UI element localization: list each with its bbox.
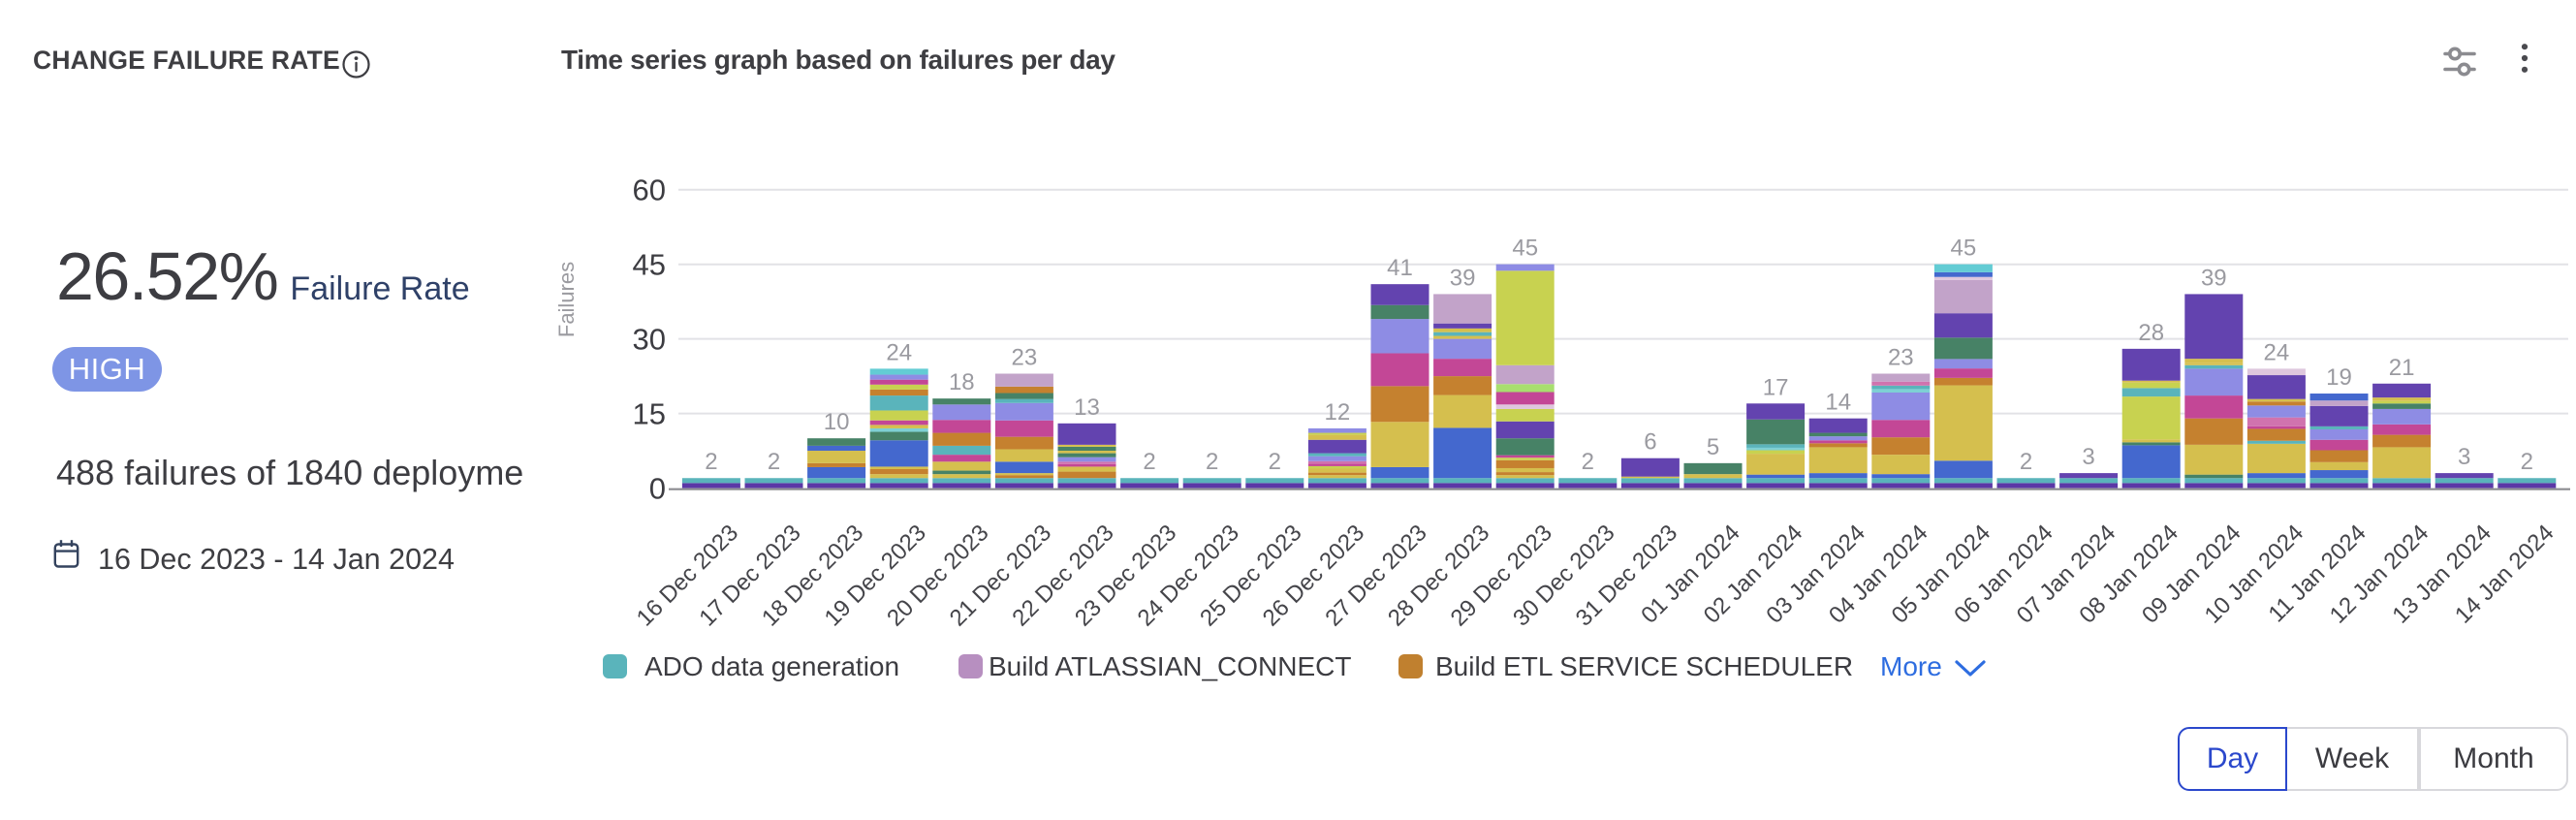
svg-text:21: 21: [2389, 355, 2415, 381]
svg-text:30: 30: [633, 323, 666, 357]
svg-text:10: 10: [824, 409, 850, 435]
svg-text:2: 2: [2020, 449, 2032, 475]
svg-text:15: 15: [633, 397, 666, 431]
svg-text:2: 2: [1206, 449, 1218, 475]
svg-text:2: 2: [768, 449, 780, 475]
svg-text:14: 14: [1825, 390, 1851, 416]
svg-text:28: 28: [2138, 320, 2164, 346]
svg-text:2: 2: [2521, 449, 2533, 475]
svg-text:18: 18: [949, 369, 975, 395]
svg-text:5: 5: [1707, 434, 1719, 460]
svg-text:60: 60: [633, 173, 666, 207]
svg-text:45: 45: [1951, 236, 1977, 262]
svg-text:2: 2: [1582, 449, 1594, 475]
svg-text:19: 19: [2326, 364, 2352, 391]
svg-text:39: 39: [2201, 265, 2227, 291]
svg-text:Failures: Failures: [554, 262, 579, 337]
svg-text:2: 2: [1269, 449, 1281, 475]
svg-text:45: 45: [1512, 236, 1538, 262]
svg-text:24: 24: [2264, 339, 2290, 365]
svg-text:12: 12: [1325, 399, 1351, 426]
svg-text:45: 45: [633, 248, 666, 282]
svg-text:24: 24: [886, 339, 912, 365]
svg-text:23: 23: [1888, 345, 1914, 371]
svg-text:39: 39: [1450, 265, 1476, 291]
svg-text:13: 13: [1074, 394, 1100, 421]
svg-text:41: 41: [1387, 255, 1413, 281]
svg-text:17: 17: [1763, 374, 1789, 400]
svg-text:2: 2: [705, 449, 717, 475]
svg-text:2: 2: [1143, 449, 1155, 475]
svg-text:6: 6: [1644, 429, 1656, 456]
svg-text:3: 3: [2458, 444, 2470, 470]
svg-text:0: 0: [649, 472, 666, 506]
svg-text:23: 23: [1012, 345, 1038, 371]
svg-text:3: 3: [2082, 444, 2094, 470]
